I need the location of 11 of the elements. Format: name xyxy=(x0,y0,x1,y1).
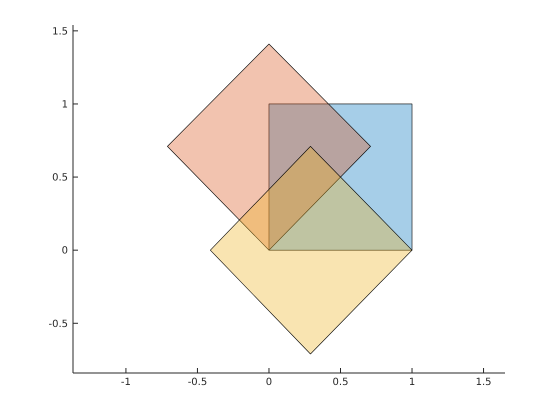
x-tick-label: 1 xyxy=(408,377,416,388)
y-tick-label: 1 xyxy=(62,100,68,111)
y-tick-label: 0 xyxy=(62,246,68,257)
y-tick-label: -0.5 xyxy=(48,318,68,330)
x-tick-label: -1 xyxy=(120,377,131,388)
y-tick-label: 0.5 xyxy=(52,172,68,184)
x-tick-label: -0.5 xyxy=(188,377,208,388)
x-tick-label: 1.5 xyxy=(476,377,492,388)
x-tick-label: 0 xyxy=(266,377,272,388)
x-tick-label: 0.5 xyxy=(332,377,348,388)
y-tick-label: 1.5 xyxy=(52,26,68,38)
